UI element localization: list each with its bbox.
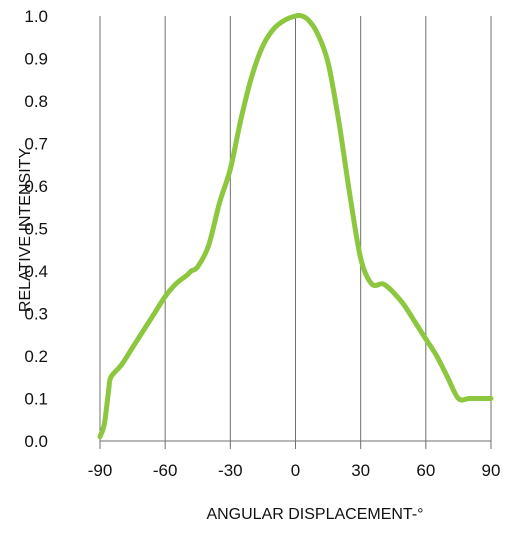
y-tick-label: 0.2 [24, 347, 48, 366]
y-tick-label: 0.6 [24, 177, 48, 196]
grid-lines [99, 16, 492, 449]
x-tick-label: -30 [218, 461, 243, 480]
x-tick-labels: -90 -60 -30 0 30 60 90 [88, 461, 501, 480]
y-tick-label: 0.1 [24, 390, 48, 409]
series-line [97, 12, 494, 440]
y-tick-label: 1.0 [24, 7, 48, 26]
plot-frame [99, 16, 491, 442]
x-tick-label: 60 [416, 461, 435, 480]
x-tick-label: -60 [153, 461, 178, 480]
y-tick-label: 0.0 [24, 432, 48, 451]
y-tick-labels: 0.0 0.1 0.2 0.3 0.4 0.5 0.6 0.7 0.8 0.9 1.0 [24, 7, 48, 451]
y-tick-label: 0.7 [24, 135, 48, 154]
y-axis-title: RELATIVE INTENSITY [17, 148, 34, 313]
y-tick-label: 0.4 [24, 262, 48, 281]
x-axis-title: ANGULAR DISPLACEMENT-° [206, 506, 423, 523]
y-tick-label: 0.5 [24, 220, 48, 239]
x-tick-label: 90 [482, 461, 501, 480]
series-layer [97, 12, 494, 440]
x-tick-label: -90 [88, 461, 113, 480]
y-tick-label: 0.9 [24, 50, 48, 69]
y-tick-label: 0.3 [24, 305, 48, 324]
y-tick-label: 0.8 [24, 92, 48, 111]
x-tick-label: 30 [351, 461, 370, 480]
x-tick-label: 0 [291, 461, 300, 480]
